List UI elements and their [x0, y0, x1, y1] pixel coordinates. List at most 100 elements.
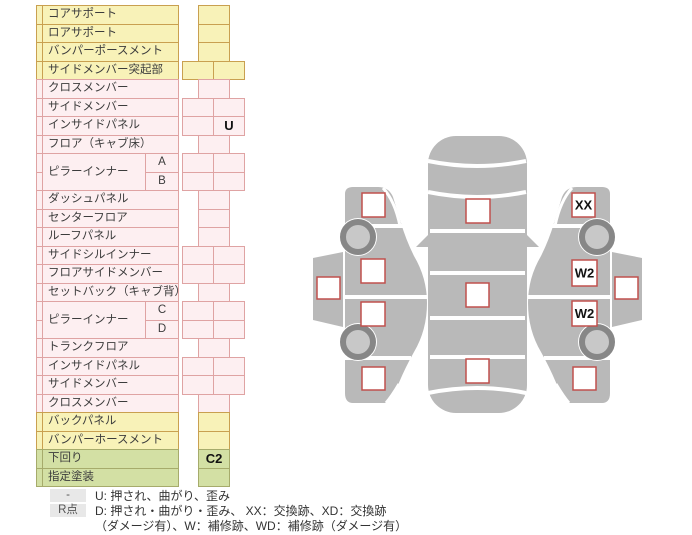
part-label: ダッシュパネル	[42, 190, 179, 210]
check-cell[interactable]	[198, 393, 230, 413]
checkpoint-marker-center[interactable]	[465, 198, 491, 224]
legend-text-continued: （ダメージ有）、W：補修跡、WD：補修跡（ダメージ有）	[95, 519, 408, 533]
check-cell[interactable]	[198, 190, 230, 210]
part-label: バックパネル	[42, 412, 179, 432]
wheel-icon	[339, 323, 377, 361]
check-cell[interactable]	[182, 153, 214, 173]
check-cell[interactable]	[213, 60, 245, 80]
part-sub-label: C	[145, 301, 179, 321]
part-label: センターフロア	[42, 208, 179, 228]
check-cell[interactable]	[182, 60, 214, 80]
legend-badge-dash: -	[50, 489, 86, 502]
check-cell[interactable]	[213, 356, 245, 376]
check-cell[interactable]	[213, 153, 245, 173]
check-cell[interactable]: C2	[198, 449, 230, 469]
checkpoint-marker-left[interactable]	[361, 366, 386, 391]
checkpoint-marker-right[interactable]	[571, 259, 598, 287]
part-label: サイドメンバー	[42, 375, 179, 395]
wheel-icon	[578, 218, 616, 256]
check-cell[interactable]	[182, 375, 214, 395]
check-cell[interactable]	[198, 23, 230, 43]
part-sub-label: B	[145, 171, 179, 191]
check-cell[interactable]	[182, 301, 214, 321]
check-cell[interactable]	[213, 171, 245, 191]
part-label: ルーフパネル	[42, 227, 179, 247]
part-label: 指定塗装	[42, 467, 179, 487]
part-label: クロスメンバー	[42, 393, 179, 413]
part-label: バンパーホースメント	[42, 430, 179, 450]
check-cell[interactable]	[198, 42, 230, 62]
part-label: サイドメンバー突起部	[42, 60, 179, 80]
check-cell[interactable]	[198, 282, 230, 302]
check-cell[interactable]	[213, 375, 245, 395]
legend-row-rpoint: R点 D: 押され・曲がり・歪み、 XX：交換跡、XD：交換跡	[50, 503, 407, 518]
part-label: 下回り	[42, 449, 179, 469]
part-label: セットバック（キャブ背）	[42, 282, 186, 302]
legend-text-rpoint: D: 押され・曲がり・歪み、 XX：交換跡、XD：交換跡	[95, 504, 387, 518]
checkpoint-marker-center[interactable]	[465, 358, 490, 384]
legend: - U: 押され、曲がり、歪み R点 D: 押され・曲がり・歪み、 XX：交換跡…	[50, 488, 407, 533]
wheel-icon	[339, 218, 377, 256]
car-top-view	[416, 136, 539, 413]
checkpoint-mark-label: W2	[575, 266, 595, 281]
check-cell[interactable]	[213, 97, 245, 117]
checkpoint-marker-left[interactable]	[361, 192, 386, 218]
part-label: フロアサイドメンバー	[42, 264, 179, 284]
check-cell[interactable]	[198, 5, 230, 25]
check-cell[interactable]	[198, 134, 230, 154]
part-sub-label: A	[145, 153, 179, 173]
part-label: トランクフロア	[42, 338, 179, 358]
wheel-icon	[578, 323, 616, 361]
check-cell[interactable]	[182, 171, 214, 191]
checkpoint-marker-right[interactable]	[571, 192, 596, 218]
checkpoint-mark-label: W2	[575, 306, 595, 321]
check-cell[interactable]	[198, 467, 230, 487]
check-cell[interactable]	[213, 245, 245, 265]
check-cell[interactable]	[182, 116, 214, 136]
legend-row-continued: （ダメージ有）、W：補修跡、WD：補修跡（ダメージ有）	[50, 518, 407, 533]
row-edge-strip	[36, 319, 43, 339]
check-cell[interactable]	[213, 301, 245, 321]
checkpoint-mark-label: XX	[575, 198, 593, 213]
checkpoint-marker-center[interactable]	[465, 282, 490, 308]
left-mirror	[416, 235, 428, 247]
check-cell[interactable]	[213, 319, 245, 339]
check-cell[interactable]	[198, 79, 230, 99]
checkpoint-marker-left[interactable]	[360, 301, 386, 327]
checkpoint-marker-right[interactable]	[571, 300, 598, 327]
checkpoint-marker-left[interactable]	[360, 258, 386, 284]
part-label: サイドメンバー	[42, 97, 179, 117]
part-label: フロア（キャブ床）	[42, 134, 179, 154]
part-sub-label: D	[145, 319, 179, 339]
part-label: インサイドパネル	[42, 116, 179, 136]
check-cell[interactable]	[198, 227, 230, 247]
part-label: ピラーインナー	[42, 301, 146, 339]
legend-text-u: U: 押され、曲がり、歪み	[95, 489, 230, 503]
check-cell[interactable]	[182, 319, 214, 339]
check-cell[interactable]	[182, 97, 214, 117]
check-cell[interactable]	[182, 264, 214, 284]
part-label: バンパーポースメント	[42, 42, 179, 62]
part-label: ピラーインナー	[42, 153, 146, 191]
check-cell[interactable]	[198, 338, 230, 358]
check-cell[interactable]	[198, 412, 230, 432]
part-label: ロアサポート	[42, 23, 179, 43]
checkpoint-marker-left-rocker[interactable]	[316, 276, 341, 300]
row-edge-strip	[36, 171, 43, 191]
checkpoint-marker-right-rocker[interactable]	[614, 276, 639, 300]
right-mirror	[527, 235, 539, 247]
check-cell[interactable]	[198, 208, 230, 228]
check-cell[interactable]	[198, 430, 230, 450]
part-label: コアサポート	[42, 5, 179, 25]
part-label: サイドシルインナー	[42, 245, 179, 265]
check-cell[interactable]	[213, 264, 245, 284]
checkpoint-marker-right[interactable]	[572, 366, 597, 391]
legend-badge-rpoint: R点	[50, 504, 86, 517]
part-label: クロスメンバー	[42, 79, 179, 99]
part-label: インサイドパネル	[42, 356, 179, 376]
check-cell[interactable]	[182, 356, 214, 376]
check-cell[interactable]: U	[213, 116, 245, 136]
check-cell[interactable]	[182, 245, 214, 265]
